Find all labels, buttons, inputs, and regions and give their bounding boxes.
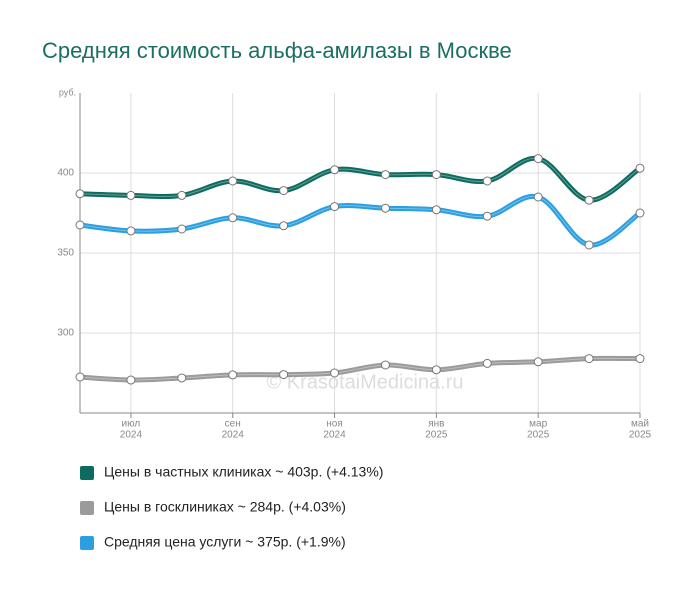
y-tick-label: 300 bbox=[57, 328, 74, 339]
legend-swatch bbox=[80, 466, 94, 480]
point bbox=[431, 170, 441, 180]
legend-label: Цены в частных клиниках ~ 403р. (+4.13%) bbox=[104, 464, 383, 480]
x-tick-label: 2024 bbox=[222, 430, 245, 441]
point bbox=[330, 165, 340, 175]
x-tick-label: июл bbox=[122, 419, 141, 430]
point bbox=[380, 203, 390, 213]
series-line bbox=[79, 156, 642, 203]
x-tick-label: сен bbox=[225, 419, 241, 430]
point bbox=[75, 372, 85, 382]
point bbox=[228, 213, 238, 223]
point bbox=[482, 176, 492, 186]
point bbox=[482, 358, 492, 368]
point bbox=[279, 221, 289, 231]
watermark: © KrasotaiMedicina.ru bbox=[266, 371, 463, 393]
point bbox=[228, 176, 238, 186]
point bbox=[431, 365, 441, 375]
point bbox=[75, 189, 85, 199]
point bbox=[126, 375, 136, 385]
x-tick-label: 2025 bbox=[629, 430, 652, 441]
point bbox=[584, 195, 594, 205]
point bbox=[584, 354, 594, 364]
y-tick-label: 350 bbox=[57, 248, 74, 259]
point bbox=[482, 211, 492, 221]
point bbox=[177, 373, 187, 383]
x-tick-label: мар bbox=[529, 419, 547, 430]
point bbox=[584, 240, 594, 250]
point bbox=[380, 170, 390, 180]
point bbox=[533, 154, 543, 164]
point bbox=[533, 192, 543, 202]
point bbox=[279, 370, 289, 380]
point bbox=[533, 357, 543, 367]
point bbox=[330, 202, 340, 212]
point bbox=[635, 163, 645, 173]
point bbox=[431, 205, 441, 215]
point bbox=[126, 226, 136, 236]
point bbox=[177, 224, 187, 234]
legend-swatch bbox=[80, 536, 94, 550]
x-tick-label: ноя bbox=[326, 419, 343, 430]
chart-title: Средняя стоимость альфа-амилазы в Москве bbox=[42, 38, 512, 63]
legend-label: Цены в госклиниках ~ 284p. (+4.03%) bbox=[104, 499, 346, 515]
point bbox=[635, 354, 645, 364]
point bbox=[126, 190, 136, 200]
x-tick-label: 2024 bbox=[120, 430, 143, 441]
series-line-highlight bbox=[79, 195, 641, 246]
y-axis-label: руб. bbox=[59, 87, 76, 97]
point bbox=[635, 208, 645, 218]
x-tick-label: 2024 bbox=[323, 430, 346, 441]
point bbox=[75, 220, 85, 230]
series-line bbox=[79, 193, 642, 248]
x-tick-label: 2025 bbox=[425, 430, 448, 441]
x-tick-label: 2025 bbox=[527, 430, 550, 441]
y-tick-label: 400 bbox=[57, 168, 74, 179]
x-tick-label: янв bbox=[428, 419, 444, 430]
point bbox=[380, 360, 390, 370]
legend-label: Средняя цена услуги ~ 375р. (+1.9%) bbox=[104, 534, 346, 550]
point bbox=[330, 368, 340, 378]
point bbox=[228, 370, 238, 380]
x-tick-label: май bbox=[631, 419, 649, 430]
point bbox=[279, 186, 289, 196]
point bbox=[177, 190, 187, 200]
legend-swatch bbox=[80, 501, 94, 515]
